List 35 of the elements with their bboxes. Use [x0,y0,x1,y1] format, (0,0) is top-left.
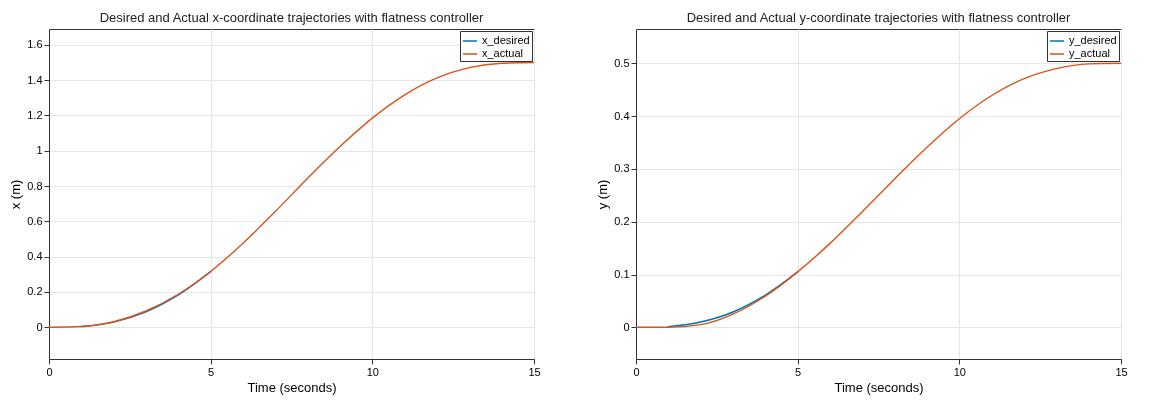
line-series [49,61,534,328]
legend-label: y_actual [1069,47,1110,59]
y-tick-label: 0.1 [614,268,630,281]
y-tick-label: 1 [36,144,43,157]
x-tick-label: 10 [366,365,379,378]
legend-label: y_desired [1069,34,1117,46]
y-tick-label: 1.2 [27,108,43,121]
y-axis-title: y (m) [595,179,611,210]
y-tick-label: 0.6 [27,214,43,227]
x-tick-label: 5 [795,365,802,378]
y-axis-title: x (m) [8,179,24,210]
y-tick-label: 0.2 [614,215,630,228]
y-tick-label: 0.8 [27,179,43,192]
y-tick-label: 0.4 [27,250,43,263]
y-tick-label: 0 [36,320,43,333]
y-tick-label: 0.2 [27,285,43,298]
line-series [636,62,1121,329]
y-tick-label: 1.4 [27,73,43,86]
y-tick-label: 0.5 [614,56,630,69]
x-tick-label: 5 [208,365,215,378]
x-axis-title: Time (seconds) [247,379,337,395]
y-tick-label: 0.4 [614,109,630,122]
x-tick-label: 10 [953,365,966,378]
y-tick-label: 0.3 [614,162,630,175]
x-tick-label: 15 [1115,365,1128,378]
x-axis-title: Time (seconds) [834,379,924,395]
legend-label: x_desired [482,34,530,46]
chart-title: Desired and Actual y-coordinate trajectories with flatness controller [686,10,1072,25]
x-tick-label: 0 [633,365,640,378]
chart-title: Desired and Actual x-coordinate trajectories with flatness controller [99,10,485,25]
legend-label: x_actual [482,47,523,59]
y-tick-label: 0 [623,320,630,333]
x-tick-label: 0 [46,365,53,378]
x-tick-label: 15 [528,365,541,378]
y-tick-label: 1.6 [27,38,43,51]
